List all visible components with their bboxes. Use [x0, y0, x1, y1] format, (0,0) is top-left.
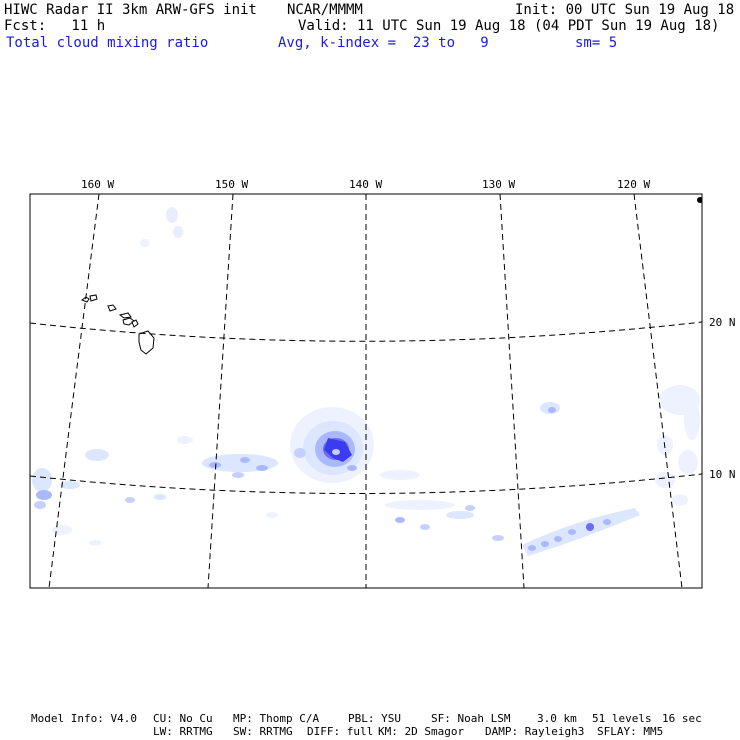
lat-label-10n: 10 N	[709, 468, 736, 481]
damp-scheme: DAMP: Rayleigh3	[485, 725, 585, 738]
level-range: Avg, k-index = 23 to 9	[278, 35, 489, 51]
map-content	[30, 194, 702, 588]
grid-spacing: 3.0 km	[537, 712, 577, 725]
time-step: 16 sec	[662, 712, 702, 725]
lon-label-150w: 150 W	[215, 178, 248, 191]
valid-time: Valid: 11 UTC Sun 19 Aug 18 (04 PDT Sun …	[298, 18, 720, 34]
sflay-scheme: SFLAY: MM5	[597, 725, 664, 738]
pbl-scheme: PBL: YSU	[348, 712, 401, 725]
lon-label-140w: 140 W	[349, 178, 382, 191]
sf-scheme: SF: Noah LSM	[431, 712, 511, 725]
lon-label-160w: 160 W	[81, 178, 114, 191]
km-scheme: KM: 2D Smagor	[378, 725, 465, 738]
org-label: NCAR/MMMM	[287, 2, 363, 18]
lw-scheme: LW: RRTMG	[153, 725, 213, 738]
plot-title: HIWC Radar II 3km ARW-GFS init	[4, 2, 257, 18]
init-time: Init: 00 UTC Sun 19 Aug 18	[515, 2, 735, 18]
field-name: Total cloud mixing ratio	[6, 35, 209, 51]
lat-label-20n: 20 N	[709, 316, 736, 329]
mp-scheme: MP: Thomp C/A	[233, 712, 320, 725]
forecast-hour: Fcst: 11 h	[4, 18, 106, 34]
cu-scheme: CU: No Cu	[153, 712, 213, 725]
vertical-levels: 51 levels	[592, 712, 652, 725]
hawaii-coastline	[80, 294, 155, 355]
model-info: Model Info: V4.0	[31, 712, 137, 725]
map-frame	[29, 193, 703, 589]
lon-label-130w: 130 W	[482, 178, 515, 191]
sw-scheme: SW: RRTMG	[233, 725, 293, 738]
smoothing: sm= 5	[575, 35, 618, 51]
diff-scheme: DIFF: full	[307, 725, 374, 738]
lon-label-120w: 120 W	[617, 178, 650, 191]
cloud-field	[32, 197, 702, 556]
latlon-grid	[30, 194, 702, 588]
